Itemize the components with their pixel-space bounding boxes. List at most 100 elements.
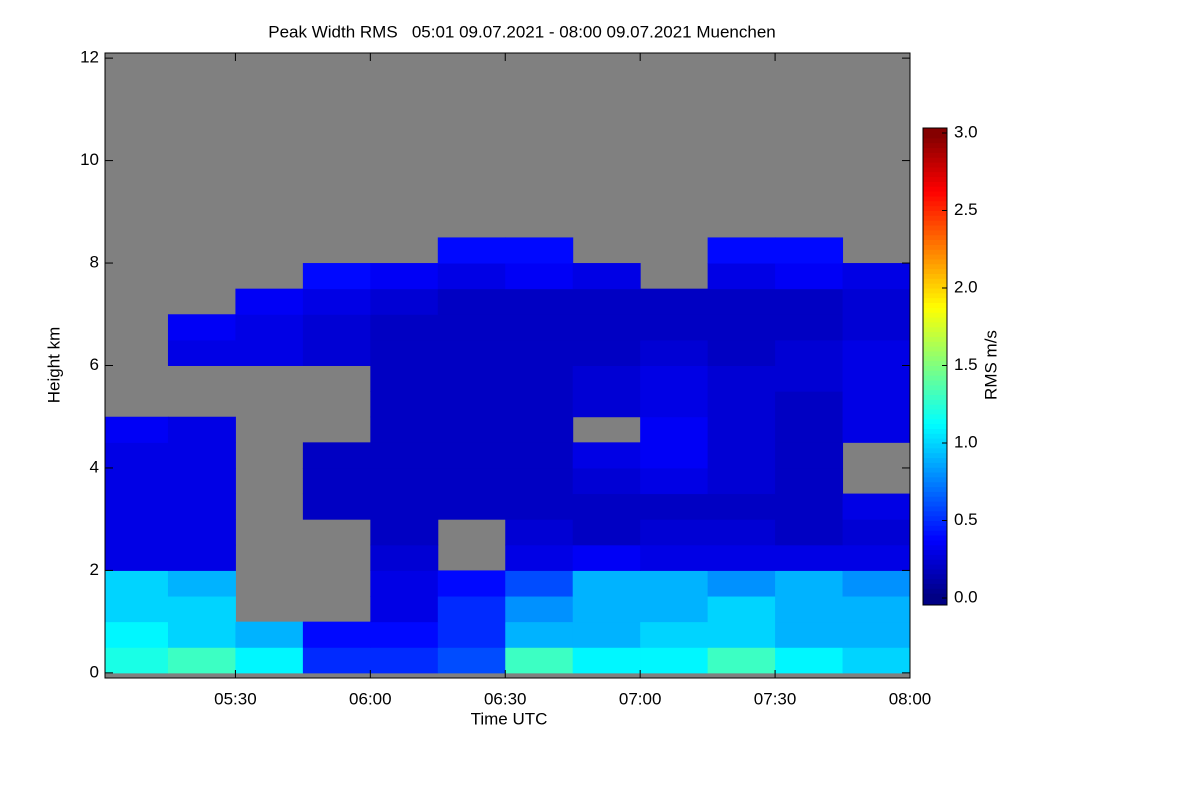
colorbar-segment [923,370,947,376]
heatmap-cell [707,237,776,264]
heatmap-cell [437,647,506,674]
heatmap-cell [707,365,776,392]
colorbar-segment [923,142,947,149]
colorbar-segment [923,481,947,488]
heatmap-cell [842,544,911,571]
colorbar-segment [923,321,947,328]
heatmap-cell [572,467,641,495]
colorbar-segment [923,292,947,299]
heatmap-cell [370,365,439,392]
heatmap-cell [105,570,169,597]
colorbar-segment [923,510,947,517]
colorbar-tick-label: 1.5 [954,355,978,374]
heatmap-cell [302,621,371,648]
colorbar-segment [923,210,947,216]
heatmap-cell [707,314,776,341]
heatmap-cell [640,621,709,648]
colorbar-segment [923,166,947,173]
heatmap-cell [640,314,709,341]
heatmap-cell [105,416,169,443]
x-tick-label: 05:30 [214,689,257,708]
heatmap-cell [707,288,776,315]
colorbar-segment [923,501,947,507]
colorbar-segment [923,549,947,555]
colorbar-segment [923,157,947,163]
colorbar-segment [923,191,947,197]
heatmap-cell [437,442,506,469]
heatmap-cell [370,314,439,341]
colorbar-segment [923,355,947,362]
heatmap-cell [370,621,439,648]
heatmap-cell [842,339,911,366]
heatmap-cell [572,263,641,290]
heatmap-cell [572,519,641,546]
heatmap-cell [302,339,371,366]
heatmap-cell [572,442,641,469]
colorbar-segment [923,394,947,400]
colorbar-segment [923,350,947,357]
heatmap-cell [437,391,506,418]
colorbar-segment [923,583,947,589]
heatmap-cell [167,596,236,623]
y-tick-label: 10 [80,150,99,169]
heatmap-cell [505,391,574,418]
heatmap-cell [640,493,709,520]
heatmap-cell [167,647,236,674]
heatmap-cell [437,570,506,597]
colorbar-segment [923,525,947,531]
y-tick-label: 2 [90,560,99,579]
heatmap-cell [437,365,506,392]
colorbar-segment [923,288,947,294]
heatmap-cell [505,339,574,366]
heatmap-cell [370,416,439,443]
heatmap-cell [235,314,304,341]
colorbar-segment [923,438,947,444]
heatmap-cell [167,467,236,495]
y-tick-label: 4 [90,457,99,476]
heatmap-cell [370,467,439,495]
colorbar-tick-label: 0.0 [954,587,978,606]
heatmap-cell [572,596,641,623]
heatmap-cell [640,596,709,623]
colorbar-segment [923,346,947,352]
heatmap-cell [707,442,776,469]
colorbar-segment [923,278,947,284]
heatmap-cell [505,467,574,495]
x-tick-label: 08:00 [889,689,932,708]
colorbar-segment [923,128,947,139]
colorbar-segment [923,137,947,144]
heatmap-cell [505,621,574,648]
x-tick-label: 07:00 [619,689,662,708]
colorbar-segment [923,186,947,192]
heatmap-cell [437,621,506,648]
heatmap-cell [707,544,776,571]
heatmap-cell [235,647,304,674]
heatmap-cell [775,314,844,341]
colorbar-segment [923,229,947,236]
colorbar-segment [923,234,947,241]
heatmap-cell [640,416,709,443]
colorbar-tick-label: 1.0 [954,432,978,451]
colorbar-segment [923,326,947,333]
heatmap-cell [640,519,709,546]
colorbar-segment [923,239,947,245]
colorbar-segment [923,225,947,231]
colorbar-segment [923,428,947,434]
heatmap-cell [572,621,641,648]
colorbar-segment [923,530,947,536]
colorbar-segment [923,220,947,226]
heatmap-cell [302,314,371,341]
colorbar-segment [923,380,947,386]
colorbar-segment [923,331,947,337]
heatmap-cell [842,314,911,341]
heatmap-cell [505,493,574,520]
colorbar-segment [923,399,947,405]
colorbar-segment [923,515,947,521]
heatmap-cell [707,493,776,520]
colorbar-segment [923,404,947,410]
colorbar-segment [923,418,947,425]
heatmap-cell [505,237,574,264]
heatmap-cell [370,647,439,674]
heatmap-cell [167,314,236,341]
